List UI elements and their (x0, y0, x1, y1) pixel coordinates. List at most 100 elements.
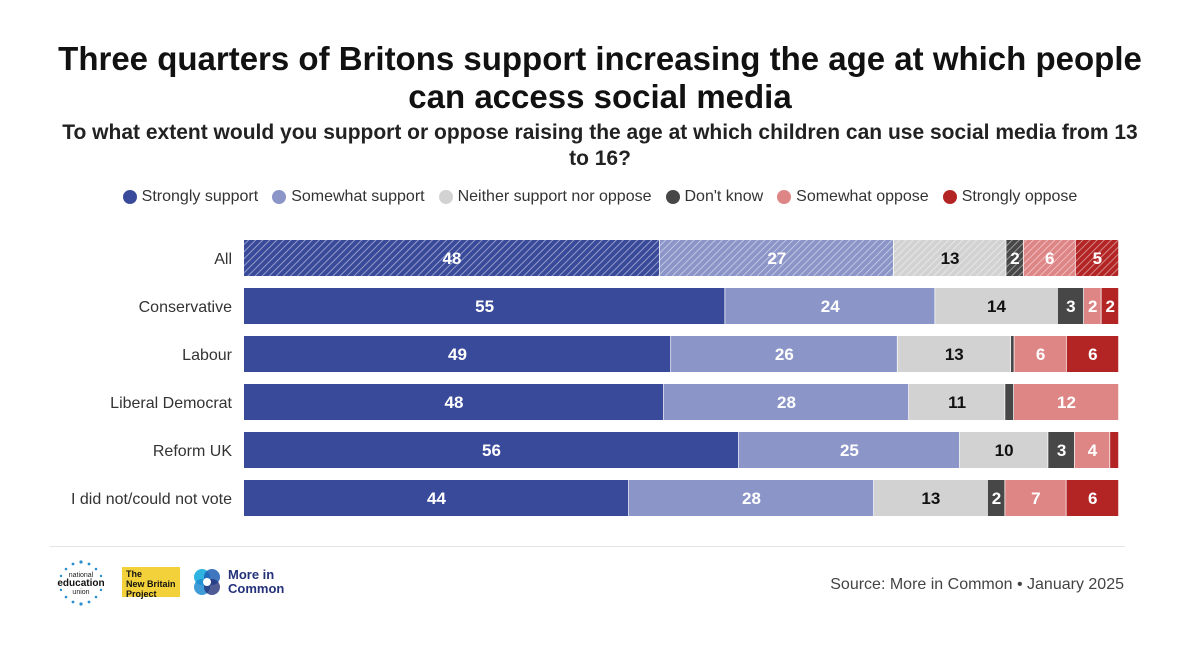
data-label: 27 (767, 249, 786, 268)
footer-logos: national education union The New Britain… (52, 556, 290, 608)
data-label: 2 (992, 489, 1001, 508)
data-label: 26 (775, 345, 794, 364)
bar-hatch (244, 240, 660, 276)
row-label: I did not/could not vote (71, 491, 232, 508)
new-britain-project-logo: The New Britain Project (122, 567, 180, 599)
bar-hatch (659, 240, 894, 276)
bar-segment (1005, 480, 1067, 516)
bar-segment (1066, 336, 1119, 372)
legend-label: Don't know (684, 188, 764, 205)
bar-segment (874, 480, 988, 516)
data-label: 55 (475, 297, 494, 316)
legend-label: Strongly support (141, 188, 259, 205)
data-label: 13 (945, 345, 964, 364)
bar-segment (1057, 288, 1084, 324)
data-label: 28 (777, 393, 796, 412)
data-label: 11 (948, 393, 966, 412)
bar-segment (935, 288, 1058, 324)
legend-label: Neither support nor oppose (457, 188, 652, 205)
data-label: 48 (445, 393, 464, 412)
bar-segment (987, 480, 1006, 516)
legend-swatch (665, 190, 680, 204)
data-label: 25 (840, 441, 859, 460)
bar-segment (1066, 480, 1119, 516)
bar-segment (725, 288, 936, 324)
row-label: Reform UK (153, 443, 232, 460)
data-label: 2 (1010, 249, 1019, 268)
mic-logo-text-2: Common (228, 581, 285, 596)
nbp-logo-text-1: The (126, 569, 143, 579)
legend-label: Somewhat support (291, 188, 425, 205)
bar-segment (909, 384, 1006, 420)
bar-hatch (1006, 240, 1024, 276)
neu-logo: national education union (52, 556, 110, 608)
more-in-common-icon (194, 569, 220, 595)
nbp-logo-text-3: Project (126, 589, 157, 599)
row-label: All (214, 251, 232, 268)
data-label: 5 (1093, 249, 1102, 268)
bar-segment (244, 336, 672, 372)
data-label: 49 (448, 345, 467, 364)
bar-segment (1074, 432, 1111, 468)
data-label: 6 (1088, 345, 1097, 364)
legend-swatch (122, 190, 137, 204)
neu-logo-text-3: union (72, 589, 89, 596)
bar-segment (1084, 288, 1102, 324)
bar-hatch (1075, 240, 1119, 276)
data-label: 4 (1088, 441, 1098, 460)
legend-item: Strongly support (122, 188, 259, 206)
legend-item: Don't know (665, 188, 764, 206)
bar-segment (738, 432, 960, 468)
legend-swatch (777, 190, 792, 204)
bar-segment (1010, 336, 1015, 372)
data-label: 12 (1057, 393, 1076, 412)
bar-segment (244, 480, 629, 516)
data-label: 2 (1106, 297, 1115, 316)
bar-segment (897, 336, 1011, 372)
bar-segment (629, 480, 874, 516)
legend-label: Strongly oppose (961, 188, 1078, 205)
chart-subtitle: To what extent would you support or oppo… (62, 121, 1138, 170)
data-label: 3 (1066, 297, 1075, 316)
data-label: 24 (821, 297, 840, 316)
nbp-logo-text-2: New Britain (126, 579, 176, 589)
data-label: 14 (987, 297, 1006, 316)
data-label: 6 (1036, 345, 1045, 364)
data-label: 48 (442, 249, 461, 268)
bar-segment (1048, 432, 1075, 468)
bar-hatch (893, 240, 1007, 276)
source-note: Source: More in Common • January 2025 (830, 576, 1124, 593)
data-label: 28 (742, 489, 761, 508)
bar-segment (1110, 432, 1119, 468)
data-label: 7 (1031, 489, 1040, 508)
legend-swatch (438, 190, 453, 204)
data-label: 6 (1088, 489, 1097, 508)
data-label: 3 (1057, 441, 1066, 460)
legend-item: Somewhat support (272, 188, 425, 206)
bar-segment (671, 336, 898, 372)
row-label: Labour (182, 347, 232, 364)
bar-segment (244, 288, 726, 324)
legend-item: Neither support nor oppose (438, 188, 652, 206)
bar-segment (244, 384, 664, 420)
legend-item: Somewhat oppose (777, 188, 929, 206)
row-label: Liberal Democrat (110, 395, 232, 412)
data-label: 13 (921, 489, 940, 508)
bar-segment (1101, 288, 1119, 324)
bar-segment (1014, 336, 1067, 372)
bar-segment (244, 432, 739, 468)
bar-segment (664, 384, 909, 420)
legend-label: Somewhat oppose (796, 188, 929, 205)
data-label: 10 (995, 441, 1014, 460)
neu-logo-text-1: national (69, 572, 94, 579)
mic-logo-text-1: More in (228, 567, 275, 582)
data-label: 56 (482, 441, 501, 460)
data-label: 6 (1045, 249, 1054, 268)
chart-title: Three quarters of Britons support increa… (58, 40, 1142, 115)
neu-logo-text-2: education (57, 578, 104, 589)
legend-item: Strongly oppose (942, 188, 1078, 206)
data-label: 2 (1088, 297, 1097, 316)
data-label: 13 (941, 249, 960, 268)
data-label: 44 (427, 489, 446, 508)
